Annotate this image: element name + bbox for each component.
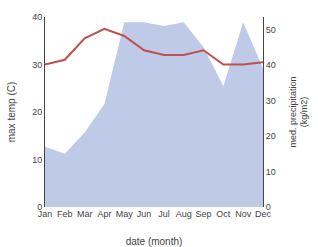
svg-text:20: 20: [32, 107, 42, 117]
svg-text:May: May: [116, 209, 134, 219]
svg-text:Aug: Aug: [176, 209, 192, 219]
svg-text:Jul: Jul: [158, 209, 170, 219]
svg-text:0: 0: [266, 202, 271, 212]
svg-text:40: 40: [32, 12, 42, 22]
svg-text:Jun: Jun: [137, 209, 152, 219]
svg-text:10: 10: [32, 155, 42, 165]
svg-text:30: 30: [32, 60, 42, 70]
svg-text:Sep: Sep: [196, 209, 212, 219]
svg-text:10: 10: [266, 167, 276, 177]
svg-text:50: 50: [266, 25, 276, 35]
svg-text:Oct: Oct: [216, 209, 231, 219]
svg-text:30: 30: [266, 96, 276, 106]
svg-text:20: 20: [266, 131, 276, 141]
svg-text:Dec: Dec: [255, 209, 272, 219]
svg-text:date (month): date (month): [126, 236, 183, 247]
svg-text:Mar: Mar: [77, 209, 93, 219]
svg-text:Apr: Apr: [97, 209, 111, 219]
svg-text:40: 40: [266, 60, 276, 70]
svg-text:Nov: Nov: [235, 209, 252, 219]
svg-text:Jan: Jan: [38, 209, 53, 219]
svg-text:Feb: Feb: [57, 209, 73, 219]
svg-text:max temp (C): max temp (C): [6, 82, 17, 143]
svg-text:0: 0: [37, 202, 42, 212]
svg-text:med. precipitation(kg/m2): med. precipitation(kg/m2): [288, 76, 310, 147]
